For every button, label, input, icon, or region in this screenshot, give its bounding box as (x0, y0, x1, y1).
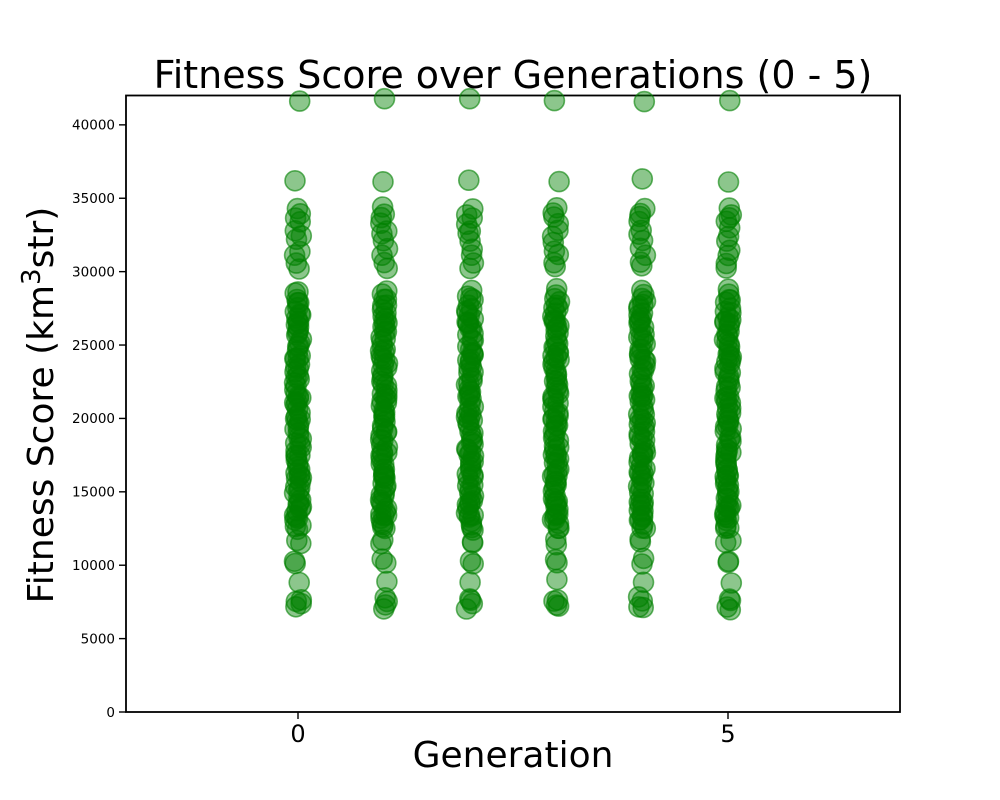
scatter-point (543, 89, 566, 112)
scatter-point (285, 228, 308, 250)
y-tick-label: 10000 (72, 558, 115, 574)
y-tick-label: 0 (106, 705, 115, 721)
y-axis-ticks: 0 5000 10000 15000 20000 25000 30000 35000 40000 (72, 118, 126, 721)
scatter-point (717, 171, 740, 193)
scatter-point (462, 552, 485, 575)
scatter-point (546, 568, 568, 591)
y-axis-label: Fitness Score (km3str) (17, 175, 64, 635)
plot-border (125, 94, 901, 713)
chart-title: Fitness Score over Generations (0 - 5) (153, 53, 873, 97)
scatter-point (457, 222, 479, 245)
scatter-point (289, 532, 312, 555)
y-axis-label-prefix: Fitness Score (km (21, 284, 62, 604)
scatter-point (631, 553, 653, 575)
scatter-point (714, 531, 737, 554)
scatter-point (376, 257, 399, 280)
x-tick-label: 5 (720, 720, 735, 748)
scatter-point (283, 244, 306, 266)
scatter-point (633, 90, 656, 113)
scatter-point (455, 598, 478, 620)
y-axis-label-suffix: str) (21, 206, 62, 269)
scatter-point (458, 87, 481, 110)
y-tick-label: 20000 (72, 411, 115, 427)
y-tick-label: 5000 (81, 631, 115, 647)
y-axis-label-superscript: 3 (17, 268, 47, 285)
scatter-point (461, 531, 484, 554)
scatter-point (372, 598, 395, 620)
scatter-point (373, 87, 396, 110)
scatter-point (629, 530, 652, 553)
scatter-point (459, 257, 481, 280)
y-tick-label: 15000 (72, 485, 115, 501)
y-tick-label: 35000 (72, 191, 115, 207)
scatter-point (373, 251, 396, 274)
scatter-point (718, 89, 741, 112)
y-tick-label: 30000 (72, 264, 115, 280)
scatter-point (374, 586, 397, 609)
x-axis-label: Generation (412, 735, 614, 776)
scatter-point (546, 551, 568, 574)
scatter-point (719, 598, 742, 621)
scatter-point (457, 169, 480, 191)
scatter-point (543, 240, 566, 262)
scatter-point (284, 552, 307, 575)
scatter-points (283, 87, 743, 621)
scatter-point (459, 550, 482, 572)
scatter-point (370, 206, 393, 229)
scatter-point (717, 551, 740, 574)
scatter-point (372, 171, 394, 193)
scatter-point (631, 168, 654, 190)
scatter-point (632, 596, 655, 619)
scatter-point (288, 258, 310, 280)
scatter-point (720, 572, 743, 594)
scatter-point (631, 590, 654, 612)
x-tick-label: 0 (290, 720, 305, 748)
scatter-point (630, 254, 653, 277)
scatter-point (715, 257, 738, 279)
scatter-point (544, 255, 567, 278)
scatter-point (288, 90, 311, 112)
y-tick-label: 25000 (72, 338, 115, 354)
scatter-point (718, 217, 741, 239)
scatter-point (459, 571, 481, 594)
scatter-point (547, 595, 570, 617)
scatter-point (716, 596, 739, 618)
scatter-point (374, 552, 397, 574)
scatter-point (371, 529, 394, 551)
scatter-point (285, 595, 307, 618)
scatter-point (548, 170, 570, 193)
y-tick-label: 40000 (72, 118, 115, 134)
scatter-point (371, 548, 394, 570)
scatter-point (284, 170, 306, 192)
